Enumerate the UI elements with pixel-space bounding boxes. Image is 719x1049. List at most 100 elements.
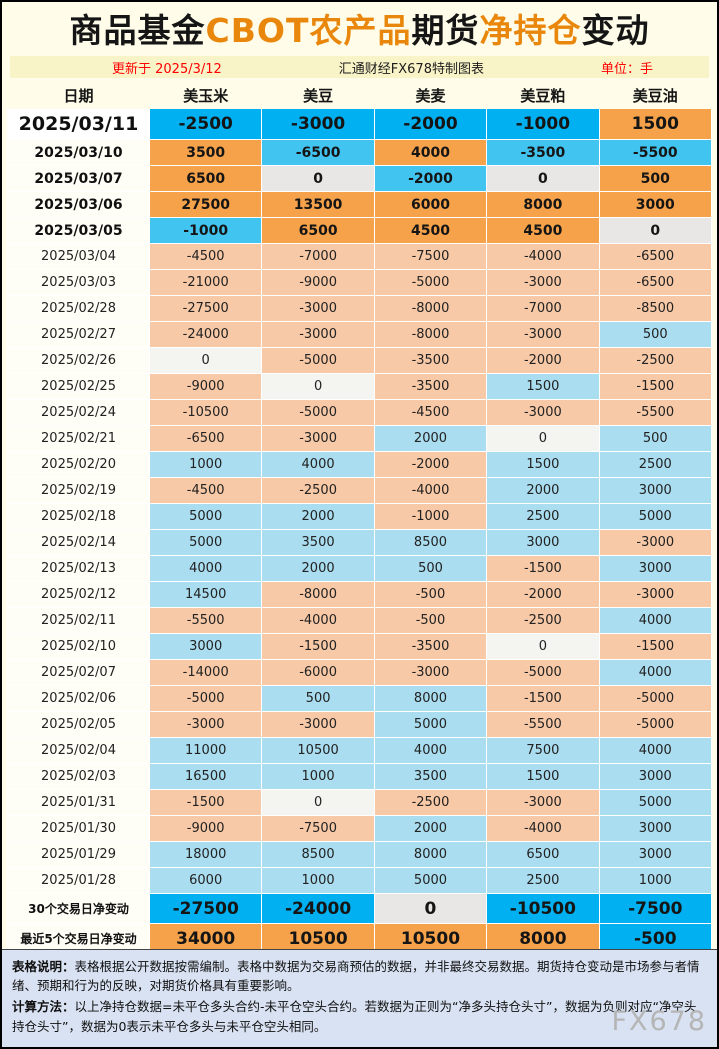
summary-value-cell: -10500 xyxy=(486,893,600,924)
table-row: 2025/01/29 18000 8500 8000 6500 3000 xyxy=(7,841,713,868)
value-cell: 1000 xyxy=(261,867,375,894)
table-header-row: 日期 美玉米 美豆 美麦 美豆粕 美豆油 xyxy=(8,83,712,109)
value-cell: -3000 xyxy=(261,425,375,452)
value-cell: 3000 xyxy=(598,815,713,842)
value-cell: 6500 xyxy=(148,165,263,192)
summary-30d-row: 30个交易日净变动 -27500 -24000 0 -10500 -7500 xyxy=(7,893,713,924)
value-cell: 1000 xyxy=(598,867,713,894)
date-cell: 2025/01/29 xyxy=(7,841,150,868)
table-row: 2025/03/04 -4500 -7000 -7500 -4000 -6500 xyxy=(7,243,713,270)
table-row: 2025/02/12 14500 -8000 -500 -2000 -3000 xyxy=(7,581,713,608)
value-cell: -8500 xyxy=(598,295,713,322)
unit-label: 单位：手 xyxy=(600,61,653,77)
table-row: 2025/02/26 0 -5000 -3500 -2000 -2500 xyxy=(7,347,713,374)
value-cell: -4500 xyxy=(148,243,263,270)
value-cell: -6500 xyxy=(598,243,713,270)
value-cell: -4000 xyxy=(373,477,488,504)
value-cell: -3000 xyxy=(148,711,263,738)
table-row: 2025/02/06 -5000 500 8000 -1500 -5000 xyxy=(7,685,713,712)
date-cell: 2025/02/11 xyxy=(7,607,150,634)
value-cell: -8000 xyxy=(373,321,488,348)
table-row: 2025/02/10 3000 -1500 -3500 0 -1500 xyxy=(7,633,713,660)
column-header: 美豆油 xyxy=(632,87,678,105)
date-cell: 2025/03/05 xyxy=(7,217,150,244)
value-cell: 3000 xyxy=(148,633,263,660)
column-header: 日期 xyxy=(63,87,94,105)
value-cell: -14000 xyxy=(148,659,263,686)
value-cell: -6500 xyxy=(261,139,375,166)
value-cell: 27500 xyxy=(148,191,263,218)
meta-strip: 更新于 2025/3/12 汇通财经FX678特制图表 单位：手 xyxy=(10,56,709,78)
value-cell: -1500 xyxy=(486,685,600,712)
value-cell: -24000 xyxy=(148,321,263,348)
table-description-label: 表格说明： xyxy=(12,958,75,974)
summary-30d-row-label: 30个交易日净变动 xyxy=(7,893,150,924)
date-cell: 2025/02/21 xyxy=(7,425,150,452)
table-row: 2025/01/30 -9000 -7500 2000 -4000 3000 xyxy=(7,815,713,842)
value-cell: 14500 xyxy=(148,581,263,608)
title-segment: 商品基金 xyxy=(69,11,206,50)
date-cell: 2025/03/06 xyxy=(7,191,150,218)
table-row: 2025/03/03 -21000 -9000 -5000 -3000 -6500 xyxy=(7,269,713,296)
table-row: 2025/02/05 -3000 -3000 5000 -5500 -5000 xyxy=(7,711,713,738)
value-cell: 0 xyxy=(486,425,600,452)
value-cell: 1500 xyxy=(486,763,600,790)
value-cell: -1500 xyxy=(598,373,713,400)
value-cell: 0 xyxy=(598,217,713,244)
value-cell: -500 xyxy=(373,581,488,608)
date-cell: 2025/02/10 xyxy=(7,633,150,660)
value-cell: 1500 xyxy=(486,373,600,400)
value-cell: -9000 xyxy=(148,815,263,842)
value-cell: -27500 xyxy=(148,295,263,322)
value-cell: 0 xyxy=(486,633,600,660)
value-cell: -3000 xyxy=(373,659,488,686)
value-cell: -5000 xyxy=(598,711,713,738)
value-cell: 5000 xyxy=(598,503,713,530)
footer-notes: 表格说明：表格根据公开数据按需编制。表格中数据为交易商预估的数据，并非最终交易数… xyxy=(2,948,717,1047)
value-cell: 2000 xyxy=(373,815,488,842)
value-cell: 6500 xyxy=(261,217,375,244)
date-cell: 2025/02/19 xyxy=(7,477,150,504)
value-cell: -6500 xyxy=(148,425,263,452)
date-cell: 2025/02/12 xyxy=(7,581,150,608)
value-cell: 0 xyxy=(261,373,375,400)
value-cell: 8000 xyxy=(373,841,488,868)
value-cell: -2500 xyxy=(598,347,713,374)
date-cell: 2025/02/25 xyxy=(7,373,150,400)
value-cell: 4000 xyxy=(598,659,713,686)
value-cell: 6500 xyxy=(486,841,600,868)
value-cell: 18000 xyxy=(148,841,263,868)
value-cell: 3000 xyxy=(598,191,713,218)
value-cell: -2000 xyxy=(486,347,600,374)
value-cell: -4000 xyxy=(486,815,600,842)
value-cell: 2000 xyxy=(373,425,488,452)
value-cell: 3500 xyxy=(148,139,263,166)
value-cell: -5000 xyxy=(486,659,600,686)
value-cell: -3500 xyxy=(373,373,488,400)
value-cell: 0 xyxy=(261,165,375,192)
table-row: 2025/01/31 -1500 0 -2500 -3000 5000 xyxy=(7,789,713,816)
value-cell: -5000 xyxy=(261,399,375,426)
value-cell: -1500 xyxy=(261,633,375,660)
date-cell: 2025/03/04 xyxy=(7,243,150,270)
title-segment: CBOT农产品 xyxy=(205,11,412,50)
value-cell: 7500 xyxy=(486,737,600,764)
column-header: 美麦 xyxy=(415,87,446,105)
table-row: 2025/02/27 -24000 -3000 -8000 -3000 500 xyxy=(7,321,713,348)
date-cell: 2025/02/20 xyxy=(7,451,150,478)
title-segment: 期货 xyxy=(411,11,480,50)
value-cell: 6000 xyxy=(373,191,488,218)
calculation-method: 计算方法：以上净持仓数据=未平仓多头合约-未平仓空头合约。若数据为正则为“净多头… xyxy=(12,997,707,1036)
value-cell: -3000 xyxy=(261,321,375,348)
column-header: 美豆 xyxy=(303,87,334,105)
value-cell: 2000 xyxy=(261,503,375,530)
value-cell: -2000 xyxy=(373,165,488,192)
value-cell: 5000 xyxy=(373,711,488,738)
value-cell: -2500 xyxy=(148,108,263,140)
positions-table: 日期 美玉米 美豆 美麦 美豆粕 美豆油 2025/03/11 -2500 -3000 -2000… xyxy=(7,82,713,980)
value-cell: -3500 xyxy=(373,633,488,660)
value-cell: 5000 xyxy=(598,789,713,816)
value-cell: -1000 xyxy=(486,108,600,140)
value-cell: -3000 xyxy=(261,295,375,322)
